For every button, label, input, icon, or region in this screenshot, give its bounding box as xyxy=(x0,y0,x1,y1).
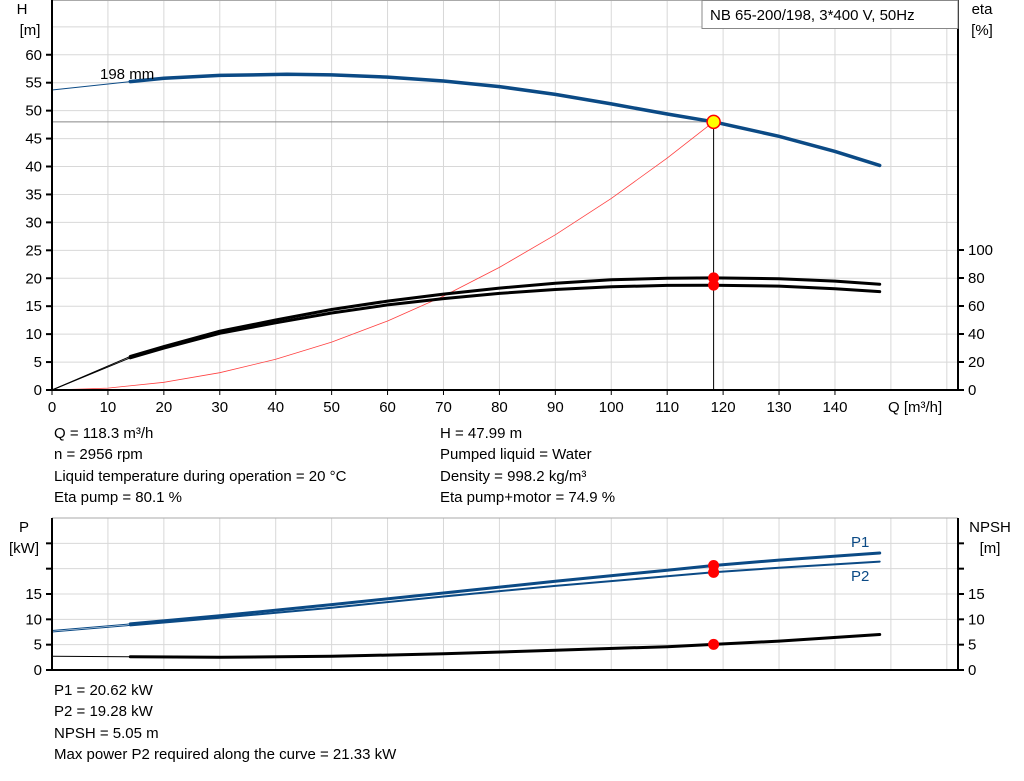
npsh-tick-label: 0 xyxy=(968,662,976,679)
duty-point xyxy=(706,114,721,130)
y-right-label-top-1: eta xyxy=(972,1,994,18)
x-tick-label: 130 xyxy=(767,399,792,416)
info-speed: n = 2956 rpm xyxy=(54,446,143,464)
x-tick-label: 60 xyxy=(379,399,396,416)
y-right-tick-label: 20 xyxy=(968,354,985,371)
info-eta-pump-motor: Eta pump+motor = 74.9 % xyxy=(440,488,616,506)
y-left-tick-label: 55 xyxy=(25,75,42,92)
npsh-tick-label: 10 xyxy=(968,611,985,628)
bottom-curves xyxy=(51,551,882,659)
y-left-tick-label: 45 xyxy=(25,131,42,148)
y-left-label-top-1: H xyxy=(17,1,28,18)
x-tick-label: 50 xyxy=(323,399,340,416)
p2-curve xyxy=(129,560,881,627)
y-right-tick-label: 80 xyxy=(968,270,985,287)
bottom-grid xyxy=(52,517,958,670)
y-left-tick-label: 15 xyxy=(25,298,42,315)
x-tick-label: 0 xyxy=(48,399,56,416)
y-right-tick-label: 0 xyxy=(968,382,976,399)
y-right-label-bottom-1: NPSH xyxy=(969,519,1011,536)
operating-points xyxy=(706,114,721,650)
p2-point xyxy=(708,566,720,578)
x-tick-label: 90 xyxy=(547,399,564,416)
y-left-tick-label: 50 xyxy=(25,103,42,120)
y-left-label-top-2: [m] xyxy=(20,22,41,39)
title-box xyxy=(701,0,959,29)
y-right-tick-label: 40 xyxy=(968,326,985,343)
y-left-tick-label: 20 xyxy=(25,270,42,287)
x-tick-label: 120 xyxy=(711,399,736,416)
x-tick-label: 40 xyxy=(267,399,284,416)
p-tick-label: 10 xyxy=(25,611,42,628)
y-right-tick-label: 60 xyxy=(968,298,985,315)
x-tick-label: 20 xyxy=(156,399,173,416)
y-left-tick-label: 40 xyxy=(25,159,42,176)
y-right-label-bottom-2: [m] xyxy=(980,540,1001,557)
p-tick-label: 0 xyxy=(34,662,42,679)
y-left-tick-label: 60 xyxy=(25,47,42,64)
info-flow: Q = 118.3 m³/h xyxy=(54,425,154,442)
info-head: H = 47.99 m xyxy=(440,425,523,442)
x-tick-label: 140 xyxy=(822,399,847,416)
info-top-left: Q = 118.3 m³/h n = 2956 rpm Liquid tempe… xyxy=(54,423,346,508)
npsh-tick-label: 5 xyxy=(968,637,976,654)
eta-pump-motor-curve-thin xyxy=(51,284,880,391)
series-label-p2: P2 xyxy=(851,568,869,585)
y-right-tick-label: 100 xyxy=(968,242,993,259)
info-max-p2: Max power P2 required along the curve = … xyxy=(54,745,397,763)
info-p2: P2 = 19.28 kW xyxy=(54,703,153,721)
y-left-tick-label: 25 xyxy=(25,242,42,259)
y-left-tick-label: 10 xyxy=(25,326,42,343)
npsh-tick-label: 15 xyxy=(968,586,985,603)
head-curve-thin xyxy=(51,73,880,166)
info-top-right: H = 47.99 m Pumped liquid = Water Densit… xyxy=(440,423,615,508)
top-curves xyxy=(51,72,882,391)
y-left-tick-label: 0 xyxy=(34,382,42,399)
npsh-curve xyxy=(128,633,882,659)
head-curve xyxy=(128,72,882,168)
y-left-tick-label: 5 xyxy=(34,354,42,371)
p1-curve xyxy=(128,551,882,626)
y-right-label-top-2: [%] xyxy=(971,22,993,39)
impeller-label: 198 mm xyxy=(100,66,154,83)
npsh-point xyxy=(708,638,720,650)
eta-pump-motor-point xyxy=(708,279,720,291)
x-tick-label: 10 xyxy=(100,399,117,416)
p-tick-label: 15 xyxy=(25,586,42,603)
x-tick-label: 100 xyxy=(599,399,624,416)
eta-pump-motor-curve xyxy=(128,283,882,360)
top-grid xyxy=(52,0,958,390)
system-curve xyxy=(51,121,714,391)
y-left-tick-label: 30 xyxy=(25,214,42,231)
info-density: Density = 998.2 kg/m³ xyxy=(440,467,587,485)
x-tick-label: 30 xyxy=(211,399,228,416)
info-p1: P1 = 20.62 kW xyxy=(54,682,153,699)
info-liquid: Pumped liquid = Water xyxy=(440,446,592,464)
series-label-p1: P1 xyxy=(851,534,869,551)
x-tick-label: 110 xyxy=(655,399,679,416)
eta-pump-curve xyxy=(128,276,882,358)
info-temperature: Liquid temperature during operation = 20… xyxy=(54,467,347,485)
x-axis-label: Q [m³/h] xyxy=(888,399,942,416)
x-tick-label: 80 xyxy=(491,399,508,416)
p-tick-label: 5 xyxy=(34,637,42,654)
title-text: NB 65-200/198, 3*400 V, 50Hz xyxy=(710,7,915,24)
y-left-label-bottom-2: [kW] xyxy=(9,540,39,557)
info-eta-pump: Eta pump = 80.1 % xyxy=(54,488,182,506)
y-left-label-bottom-1: P xyxy=(19,519,29,536)
info-bottom: P1 = 20.62 kW P2 = 19.28 kW NPSH = 5.05 … xyxy=(54,680,396,765)
axes: 0 10 20 30 40 50 60 70 80 90 100 110 120 130 140051015… xyxy=(25,0,993,679)
y-left-tick-label: 35 xyxy=(25,186,42,203)
info-npsh: NPSH = 5.05 m xyxy=(54,724,159,742)
x-tick-label: 70 xyxy=(435,399,452,416)
